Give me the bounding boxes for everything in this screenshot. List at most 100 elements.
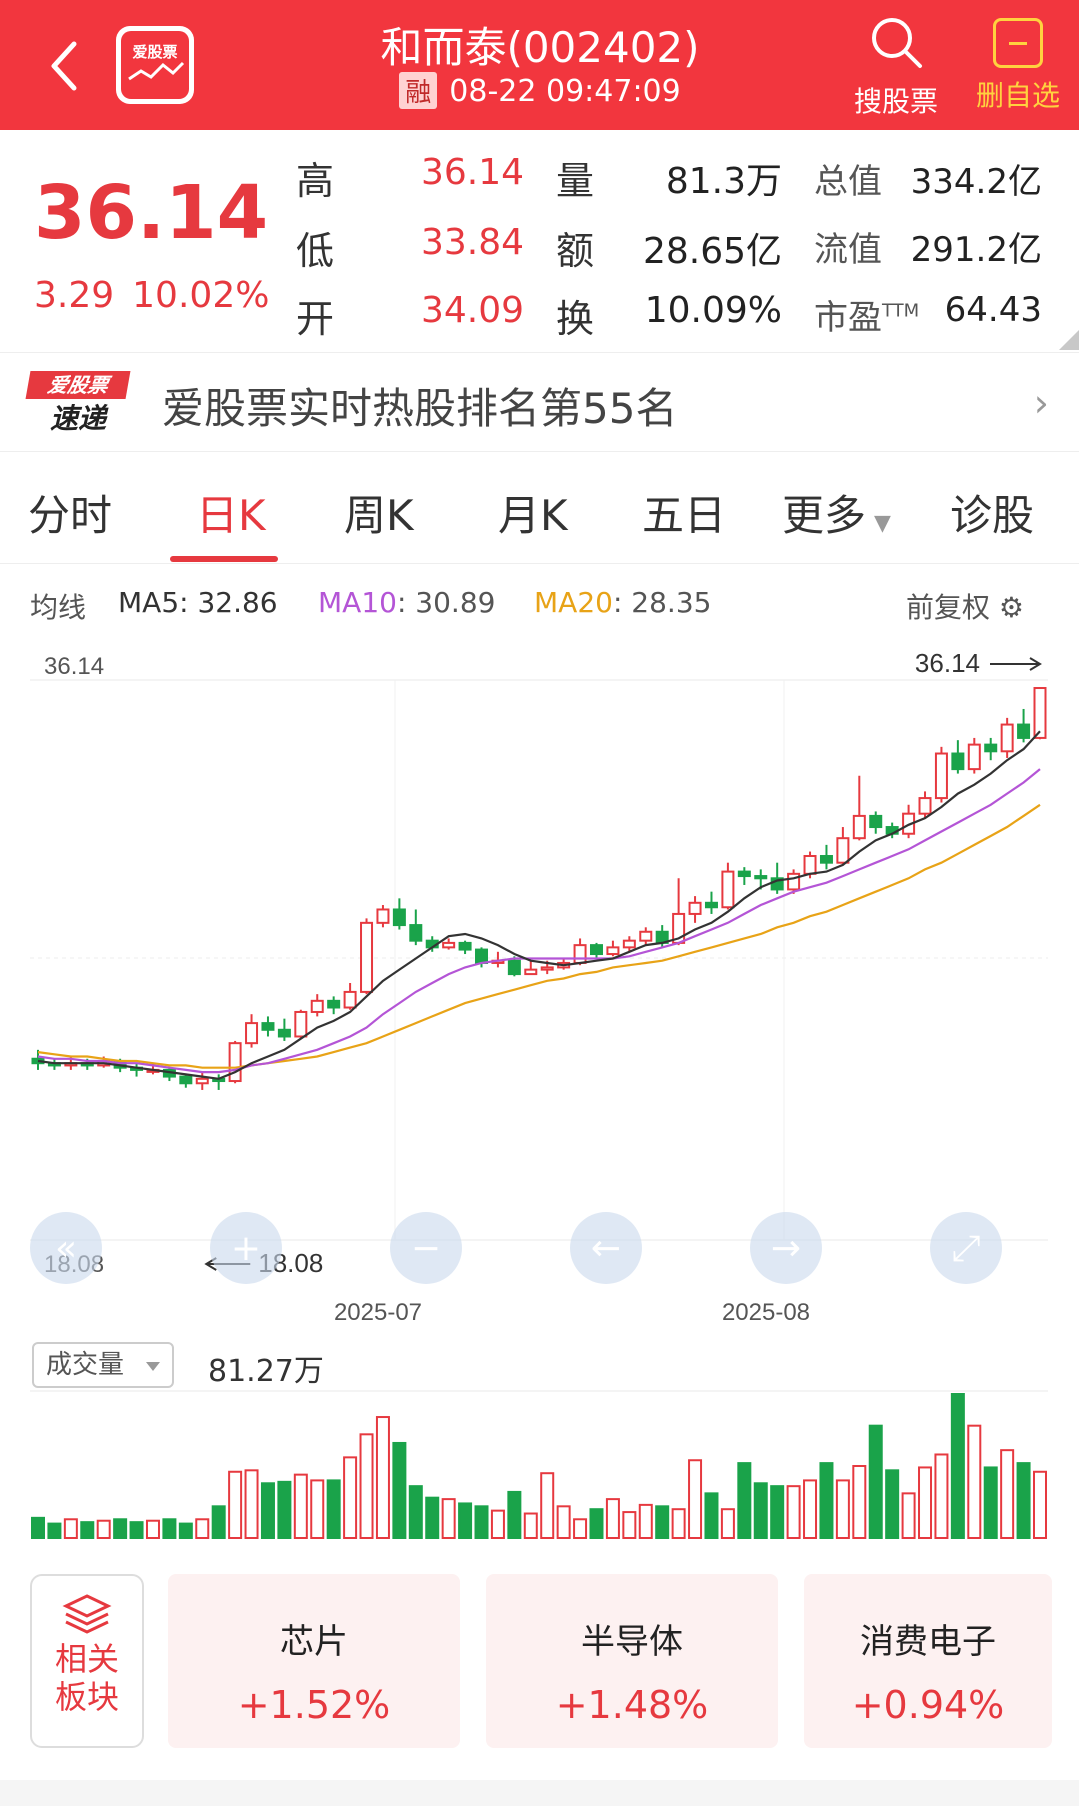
- volume-value-label: 81.27万: [208, 1354, 324, 1389]
- tab-five-day[interactable]: 五日: [642, 491, 727, 540]
- volume-bar: [770, 1485, 785, 1540]
- arrow-right-icon-glyph: →: [771, 1228, 801, 1269]
- related-sectors-button[interactable]: 相关 板块: [30, 1574, 144, 1748]
- active-tab-indicator: [170, 556, 278, 562]
- x-axis-label: 2025-08: [722, 1299, 810, 1326]
- volume-bar: [753, 1482, 768, 1539]
- hot-rank-banner[interactable]: 爱股票 速递 爱股票实时热股排名第55名 ›: [0, 352, 1079, 452]
- volume-bar: [375, 1416, 390, 1539]
- tab-weekly-k[interactable]: 周K: [344, 491, 414, 540]
- volume-bar: [819, 1462, 834, 1539]
- volume-bar: [720, 1508, 735, 1539]
- candle-up: [787, 872, 801, 891]
- current-price: 36.14: [34, 170, 269, 256]
- tab-intraday[interactable]: 分时: [28, 491, 113, 540]
- volume-indicator-select[interactable]: 成交量: [32, 1342, 174, 1388]
- candle-up: [606, 946, 620, 956]
- volume-bar: [490, 1509, 505, 1539]
- candle-down: [1017, 723, 1031, 739]
- float-cap-label: 流值: [814, 230, 882, 270]
- chart-tabs: 分时 日K 周K 月K 五日 更多 ▼ 诊股: [0, 452, 1079, 564]
- volume-bar: [688, 1459, 703, 1539]
- volume-bar: [671, 1508, 686, 1539]
- tab-monthly-k[interactable]: 月K: [498, 491, 568, 540]
- app-logo-text: 爱股票: [132, 43, 178, 61]
- related-label-line2: 板块: [54, 1678, 119, 1716]
- high-arrow-head: [1029, 657, 1042, 671]
- candle-up: [852, 814, 866, 840]
- volume-bar: [1016, 1462, 1031, 1539]
- sector-card-consumer-electronics[interactable]: 消费电子 +0.94%: [804, 1574, 1052, 1748]
- stock-title: 和而泰(002402): [380, 23, 700, 72]
- tab-diagnose[interactable]: 诊股: [950, 491, 1035, 540]
- back-button[interactable]: [40, 30, 90, 100]
- tab-daily-k[interactable]: 日K: [196, 491, 266, 540]
- candle-down: [704, 901, 718, 909]
- high-value: 36.14: [420, 152, 524, 193]
- volume-label: 量: [556, 159, 595, 203]
- ma20-line: [37, 803, 1041, 1069]
- zoom-back-icon[interactable]: [30, 1212, 102, 1284]
- search-icon: [872, 18, 922, 68]
- change-percent: 10.02%: [132, 275, 270, 316]
- volume-bar: [622, 1511, 637, 1540]
- volume-bar: [573, 1518, 588, 1539]
- candle-down: [737, 870, 751, 878]
- x-axis-label: 2025-07: [334, 1299, 422, 1326]
- caret-down-icon: [146, 1362, 160, 1371]
- volume-bar: [277, 1480, 292, 1539]
- sector-card-semiconductor[interactable]: 半导体 +1.48%: [486, 1574, 778, 1748]
- candle-up: [310, 999, 324, 1013]
- candle-up: [918, 797, 932, 815]
- candle-down: [754, 875, 768, 880]
- candle-down: [409, 924, 423, 942]
- fullscreen-icon-glyph: ⤢: [952, 1228, 981, 1269]
- volume-bar: [425, 1496, 440, 1539]
- candle-down: [589, 944, 603, 956]
- tab-more[interactable]: 更多 ▼: [782, 482, 891, 543]
- y-axis-max-label: 36.14: [44, 653, 104, 680]
- app-logo: 爱股票: [116, 26, 194, 104]
- sector-name: 半导体: [581, 1622, 683, 1662]
- expand-corner-icon[interactable]: [1059, 330, 1079, 350]
- candle-down: [507, 959, 521, 976]
- ma20-legend: MA20: 28.35: [534, 586, 711, 619]
- candle-down: [869, 814, 883, 829]
- volume-bar: [343, 1456, 358, 1539]
- remove-watchlist-label: 删自选: [975, 79, 1060, 112]
- candle-up: [524, 968, 538, 976]
- tab-more-label: 更多: [782, 491, 867, 540]
- ma20-key: MA20: [534, 586, 613, 619]
- express-badge-top: 爱股票: [25, 371, 131, 399]
- volume-bar: [704, 1492, 719, 1539]
- sector-card-chip[interactable]: 芯片 +1.52%: [168, 1574, 460, 1748]
- express-badge: 爱股票 速递: [25, 371, 132, 437]
- amount-value: 28.65亿: [642, 231, 782, 272]
- pe-ttm-sup: TTM: [882, 300, 920, 322]
- remove-watchlist-button[interactable]: 删自选: [968, 12, 1068, 114]
- volume-bar: [113, 1518, 128, 1539]
- candle-up: [573, 944, 587, 964]
- turnover-value: 10.09%: [644, 290, 782, 331]
- candle-down: [179, 1075, 193, 1085]
- volume-bar: [474, 1505, 489, 1539]
- arrow-right-icon[interactable]: [750, 1212, 822, 1284]
- pe-label: 市盈TTM: [814, 290, 919, 339]
- candle-up: [967, 743, 981, 771]
- adjust-button[interactable]: 前复权 ⚙: [906, 586, 1024, 626]
- volume-bar: [983, 1466, 998, 1539]
- zoom-in-icon-glyph: +: [231, 1228, 261, 1269]
- zoom-out-icon[interactable]: [390, 1212, 462, 1284]
- volume-bar: [178, 1522, 193, 1540]
- arrow-left-icon[interactable]: [570, 1212, 642, 1284]
- zoom-in-icon[interactable]: [210, 1212, 282, 1284]
- volume-bar: [950, 1393, 965, 1539]
- ma5-line: [37, 730, 1041, 1080]
- volume-bar: [211, 1505, 226, 1539]
- candle-up: [343, 990, 357, 1009]
- volume-bar: [195, 1518, 210, 1539]
- sector-name: 消费电子: [860, 1622, 996, 1662]
- fullscreen-icon[interactable]: [930, 1212, 1002, 1284]
- search-stock-button[interactable]: 搜股票: [848, 12, 944, 120]
